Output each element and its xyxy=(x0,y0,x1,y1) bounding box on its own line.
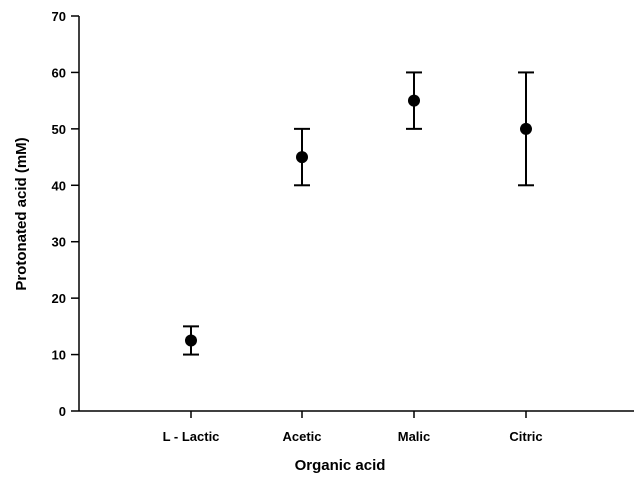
x-tick-label: Citric xyxy=(509,429,542,444)
data-point xyxy=(408,94,420,107)
x-tick-label: L - Lactic xyxy=(163,429,220,444)
y-tick-label: 60 xyxy=(52,65,66,80)
y-tick-label: 0 xyxy=(59,404,66,419)
x-axis-title: Organic acid xyxy=(295,457,386,474)
data-marks xyxy=(183,71,534,356)
x-tick-label: Malic xyxy=(398,429,431,444)
y-tick-label: 70 xyxy=(52,9,66,24)
y-axis-title: Protonated acid (mM) xyxy=(13,137,30,290)
data-point xyxy=(185,334,197,347)
data-point xyxy=(520,122,532,135)
y-tick-label: 40 xyxy=(52,178,66,193)
y-tick-label: 20 xyxy=(52,291,66,306)
y-tick-label: 50 xyxy=(52,122,66,137)
data-point xyxy=(296,151,308,164)
y-tick-label: 10 xyxy=(52,348,66,363)
y-tick-label: 30 xyxy=(52,235,66,250)
x-tick-label: Acetic xyxy=(282,429,321,444)
axes: 0 10 20 30 40 50 60 70 L - Lactic Acetic Malic Citr… xyxy=(52,9,634,444)
